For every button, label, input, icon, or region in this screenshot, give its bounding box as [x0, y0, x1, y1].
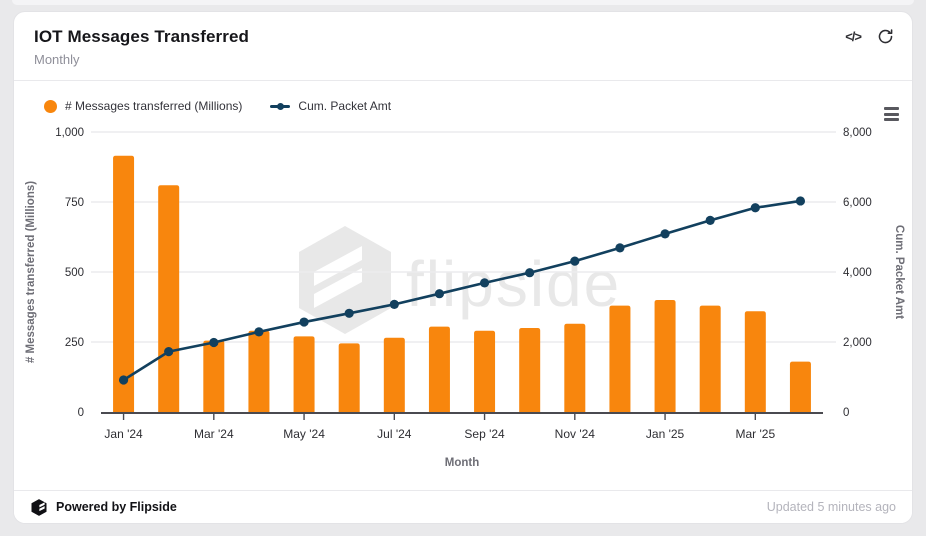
- chart-subtitle: Monthly: [34, 52, 80, 67]
- line-point-Apr '25[interactable]: [795, 196, 806, 206]
- line-point-Feb '25[interactable]: [705, 215, 715, 225]
- hamburger-menu-icon[interactable]: [884, 107, 899, 124]
- line-point-Mar '25[interactable]: [750, 203, 760, 213]
- header-actions: </>: [845, 28, 894, 45]
- powered-by-label: Powered by Flipside: [56, 500, 177, 514]
- line-point-Dec '24[interactable]: [615, 243, 625, 253]
- line-point-Feb '24[interactable]: [164, 347, 174, 357]
- bar-Dec '24[interactable]: [609, 305, 631, 412]
- left-tick-label: 250: [65, 337, 84, 349]
- chart-canvas: flipside Jan '24 Mar '24 May '24 Jul '24 Sep …: [25, 127, 905, 469]
- bar-May '24[interactable]: [293, 336, 315, 412]
- bar-Apr '24[interactable]: [248, 330, 270, 412]
- line-point-Jan '25[interactable]: [660, 229, 670, 239]
- x-tick-label: Mar '24: [194, 427, 234, 441]
- bar-Jul '24[interactable]: [383, 337, 405, 412]
- x-tick-label: May '24: [283, 427, 325, 441]
- right-tick-label: 2,000: [843, 337, 872, 349]
- right-tick-label: 6,000: [843, 197, 872, 209]
- line-point-Sep '24[interactable]: [479, 278, 490, 288]
- header-divider: [14, 80, 912, 81]
- x-tick-label: Jan '24: [104, 427, 143, 441]
- legend-item-messages[interactable]: # Messages transferred (Millions): [44, 99, 242, 113]
- flipside-logo-icon: [31, 498, 47, 516]
- line-point-Jun '24[interactable]: [344, 308, 354, 318]
- left-tick-label: 1,000: [55, 127, 84, 139]
- card-header: IOT Messages Transferred Monthly </>: [14, 12, 912, 80]
- previous-card-edge: [12, 0, 914, 5]
- chart-area: flipside Jan '24 Mar '24 May '24 Jul '24 Sep …: [14, 122, 912, 492]
- legend-line-marker: [270, 100, 291, 113]
- left-tick-label: 500: [65, 267, 84, 279]
- bar-Nov '24[interactable]: [564, 323, 586, 412]
- line-point-Nov '24[interactable]: [570, 256, 580, 266]
- left-axis-title: # Messages transferred (Millions): [25, 181, 37, 363]
- legend-label: Cum. Packet Amt: [298, 99, 392, 113]
- page-title: IOT Messages Transferred: [34, 27, 249, 46]
- legend-label: # Messages transferred (Millions): [65, 99, 243, 113]
- x-tick-label: Nov '24: [555, 427, 596, 441]
- right-tick-label: 8,000: [843, 127, 872, 139]
- line-point-Jan '24[interactable]: [118, 375, 129, 385]
- right-tick-label: 0: [843, 407, 849, 419]
- bar-Feb '25[interactable]: [699, 305, 721, 412]
- bar-Apr '25[interactable]: [789, 361, 811, 412]
- x-tick-label: Sep '24: [464, 427, 505, 441]
- x-tick-label: Jan '25: [646, 427, 685, 441]
- legend-item-cum-packet[interactable]: Cum. Packet Amt: [270, 99, 391, 113]
- card-footer: Powered by Flipside Updated 5 minutes ag…: [14, 490, 912, 523]
- bar-Feb '24[interactable]: [158, 185, 180, 412]
- x-tick-label: Mar '25: [735, 427, 775, 441]
- refresh-icon[interactable]: [877, 28, 894, 45]
- bar-Mar '25[interactable]: [744, 311, 766, 412]
- bar-Jan '25[interactable]: [654, 300, 676, 412]
- bar-Oct '24[interactable]: [519, 328, 541, 412]
- line-point-Jul '24[interactable]: [389, 299, 399, 309]
- embed-code-icon[interactable]: </>: [845, 29, 862, 44]
- bar-Aug '24[interactable]: [428, 326, 450, 412]
- line-point-Oct '24[interactable]: [525, 268, 535, 278]
- bar-Jun '24[interactable]: [338, 343, 360, 412]
- cum-line: [122, 199, 801, 382]
- right-tick-label: 4,000: [843, 267, 872, 279]
- chart-legend: # Messages transferred (Millions) Cum. P…: [44, 99, 391, 113]
- bar-Sep '24[interactable]: [474, 330, 496, 412]
- line-point-Aug '24[interactable]: [434, 289, 445, 299]
- bar-Mar '24[interactable]: [203, 340, 225, 412]
- bar-Jan '24[interactable]: [113, 155, 135, 413]
- left-tick-label: 0: [78, 407, 84, 419]
- line-point-Apr '24[interactable]: [254, 327, 264, 337]
- watermark-text: flipside: [406, 248, 621, 320]
- line-point-May '24[interactable]: [299, 317, 309, 327]
- legend-circle-marker: [44, 99, 57, 113]
- chart-card: IOT Messages Transferred Monthly </> # M…: [13, 11, 913, 524]
- powered-by[interactable]: Powered by Flipside: [30, 498, 177, 517]
- left-tick-label: 750: [65, 197, 84, 209]
- right-axis-title: Cum. Packet Amt: [893, 225, 905, 319]
- updated-timestamp: Updated 5 minutes ago: [766, 500, 896, 514]
- line-point-Mar '24[interactable]: [209, 337, 219, 348]
- x-tick-label: Jul '24: [377, 427, 412, 441]
- x-axis-title: Month: [445, 457, 479, 469]
